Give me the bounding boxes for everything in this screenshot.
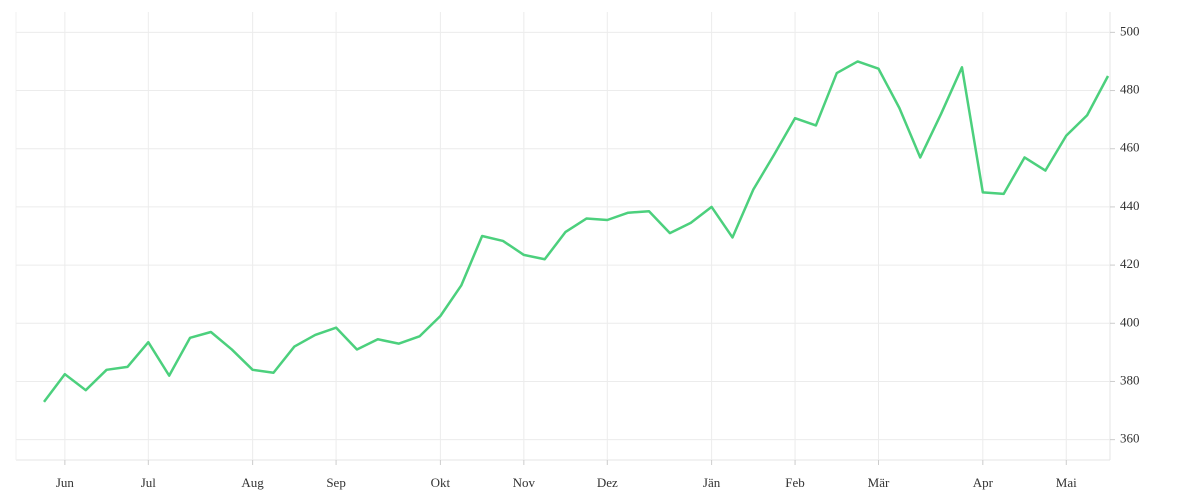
x-tick-label: Okt (431, 475, 451, 490)
y-tick-label: 420 (1120, 256, 1140, 271)
y-tick-label: 360 (1120, 431, 1140, 446)
x-tick-label: Jul (141, 475, 157, 490)
x-tick-label: Aug (241, 475, 264, 490)
x-tick-label: Jun (56, 475, 75, 490)
x-tick-label: Mär (868, 475, 890, 490)
y-tick-label: 480 (1120, 82, 1140, 97)
x-tick-label: Mai (1056, 475, 1077, 490)
x-tick-label: Dez (597, 475, 618, 490)
x-tick-label: Sep (326, 475, 346, 490)
y-tick-label: 380 (1120, 372, 1140, 387)
y-tick-label: 500 (1120, 23, 1140, 38)
x-tick-label: Feb (785, 475, 805, 490)
x-tick-label: Nov (513, 475, 536, 490)
y-tick-label: 440 (1120, 198, 1140, 213)
x-tick-label: Jän (703, 475, 721, 490)
y-tick-label: 460 (1120, 140, 1140, 155)
x-tick-label: Apr (973, 475, 994, 490)
y-tick-label: 400 (1120, 314, 1140, 329)
data-line (43, 60, 1110, 403)
